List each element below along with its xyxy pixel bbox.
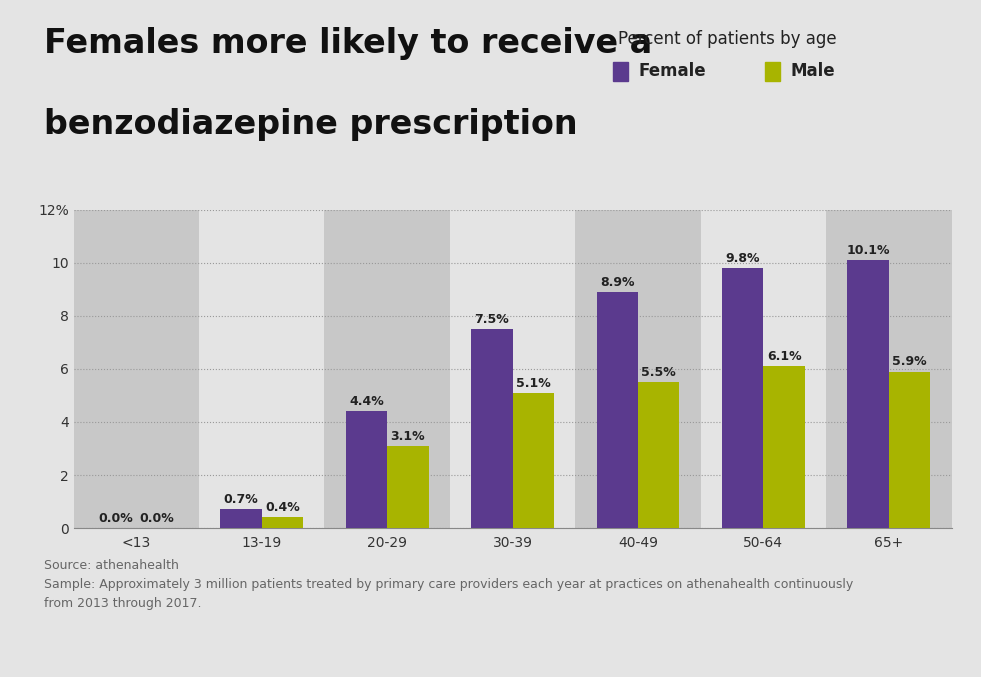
Bar xyxy=(387,446,429,528)
Bar xyxy=(722,268,763,528)
Bar xyxy=(575,210,700,528)
Bar xyxy=(221,510,262,528)
Text: Male: Male xyxy=(790,62,835,80)
Bar xyxy=(763,366,804,528)
Bar xyxy=(638,383,680,528)
Text: benzodiazepine prescription: benzodiazepine prescription xyxy=(44,108,578,141)
Bar xyxy=(848,260,889,528)
Text: Source: athenahealth
Sample: Approximately 3 million patients treated by primary: Source: athenahealth Sample: Approximate… xyxy=(44,559,853,609)
Text: 5.9%: 5.9% xyxy=(893,355,927,368)
Text: 3.1%: 3.1% xyxy=(390,430,425,443)
Text: 8.9%: 8.9% xyxy=(600,276,635,289)
Text: Female: Female xyxy=(638,62,705,80)
Bar xyxy=(345,412,387,528)
Text: 6.1%: 6.1% xyxy=(767,350,801,363)
Bar xyxy=(889,372,930,528)
Bar xyxy=(325,210,450,528)
Text: 7.5%: 7.5% xyxy=(475,313,509,326)
Bar xyxy=(471,329,512,528)
Text: 10.1%: 10.1% xyxy=(847,244,890,257)
Text: 0.4%: 0.4% xyxy=(265,501,300,515)
Bar xyxy=(262,517,303,528)
Text: 4.4%: 4.4% xyxy=(349,395,384,408)
Text: 0.7%: 0.7% xyxy=(224,494,258,506)
Bar xyxy=(826,210,952,528)
Text: Percent of patients by age: Percent of patients by age xyxy=(618,30,837,49)
Text: 5.5%: 5.5% xyxy=(642,366,676,379)
Bar xyxy=(596,292,638,528)
Text: 9.8%: 9.8% xyxy=(726,252,760,265)
Text: Females more likely to receive a: Females more likely to receive a xyxy=(44,27,652,60)
Text: 0.0%: 0.0% xyxy=(139,512,175,525)
Text: 0.0%: 0.0% xyxy=(98,512,133,525)
Bar xyxy=(74,210,199,528)
Bar xyxy=(512,393,554,528)
Text: 5.1%: 5.1% xyxy=(516,376,550,390)
